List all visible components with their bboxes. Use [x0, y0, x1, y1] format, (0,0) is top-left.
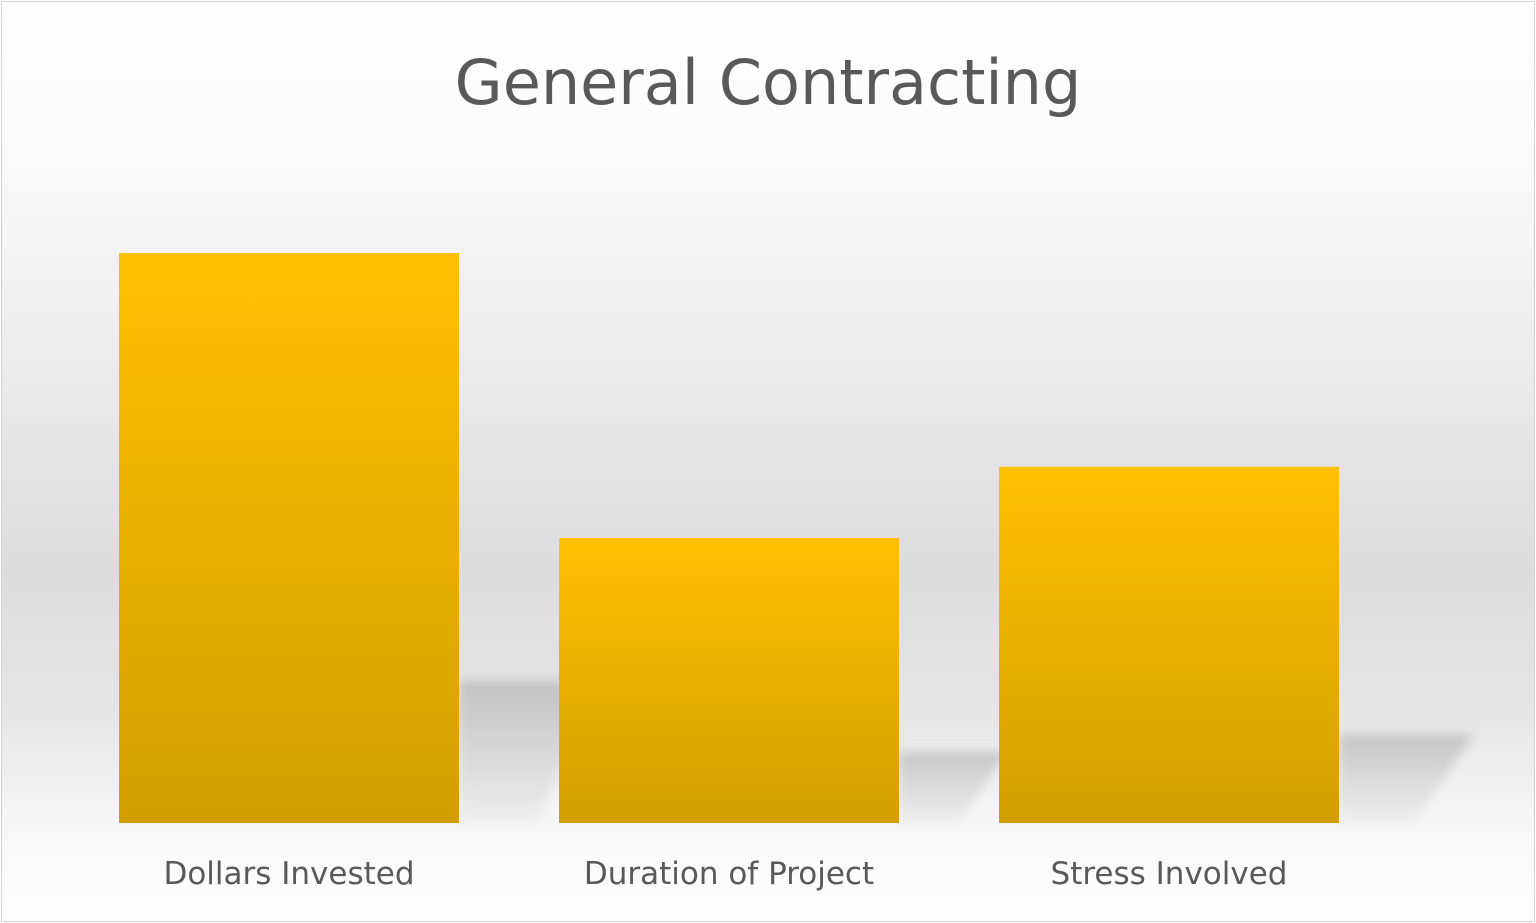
bar-stress-involved	[999, 466, 1339, 823]
bar-shadow	[899, 751, 1008, 823]
category-label: Stress Involved	[1051, 856, 1288, 892]
category-label: Dollars Invested	[163, 856, 414, 892]
bar-duration-of-project	[559, 538, 899, 823]
bars	[119, 253, 1339, 823]
bar-dollars-invested	[119, 253, 459, 823]
bar-shadow	[1339, 733, 1475, 823]
chart-title: General Contracting	[454, 46, 1082, 119]
category-label: Duration of Project	[584, 856, 874, 892]
category-labels: Dollars Invested Duration of Project Stres…	[163, 856, 1287, 892]
